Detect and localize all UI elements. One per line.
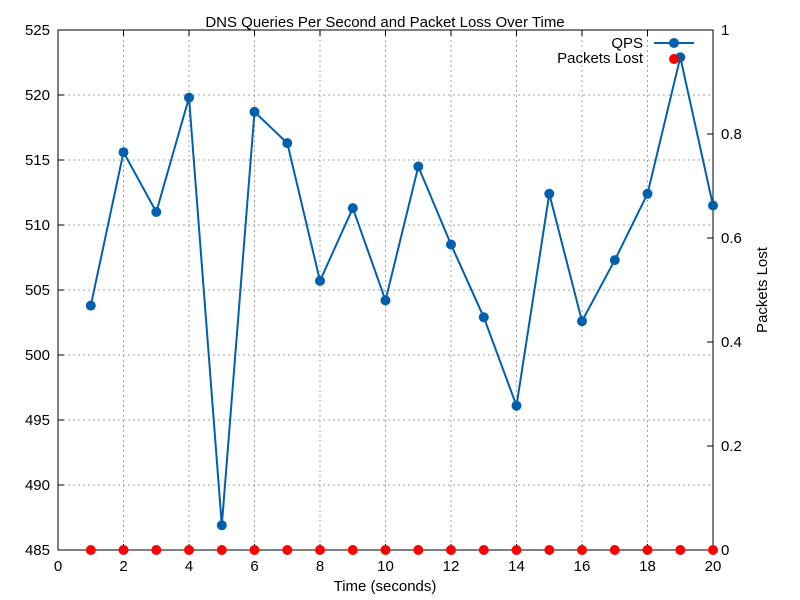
series-layer <box>85 52 718 555</box>
qps-point <box>216 520 227 531</box>
packets-lost-point <box>413 545 424 555</box>
grid-lines <box>58 30 713 550</box>
y-right-axis-label: Packets Lost <box>754 246 771 333</box>
qps-point <box>249 106 260 117</box>
y-right-tick-label: 0.4 <box>721 334 742 351</box>
x-tick-label: 12 <box>443 558 460 575</box>
legend: QPS Packets Lost <box>557 35 694 67</box>
packets-lost-point <box>85 545 96 555</box>
packets-lost-point <box>708 545 718 555</box>
y-left-tick-label: 510 <box>25 217 50 234</box>
y-left-tick-label: 500 <box>25 347 50 364</box>
x-axis-label: Time (seconds) <box>334 578 437 595</box>
packets-lost-point <box>511 545 522 555</box>
qps-point <box>184 92 194 103</box>
qps-series-line <box>89 57 714 526</box>
y-left-tick-label: 505 <box>25 282 50 299</box>
packets-lost-point <box>609 545 620 555</box>
qps-point <box>478 312 489 323</box>
legend-marker-packets-lost <box>669 54 679 64</box>
legend-label-packets-lost: Packets Lost <box>557 50 644 67</box>
y-right-tick-label: 1 <box>721 22 729 39</box>
x-tick-label: 6 <box>250 558 258 575</box>
x-tick-label: 20 <box>705 558 722 575</box>
qps-point <box>642 188 653 199</box>
y-left-tick-label: 525 <box>25 22 50 39</box>
x-tick-label: 0 <box>54 558 62 575</box>
y-right-tick-label: 0.2 <box>721 438 742 455</box>
packets-lost-point <box>478 545 489 555</box>
qps-point <box>380 295 391 306</box>
x-tick-label: 2 <box>119 558 127 575</box>
qps-point <box>315 275 325 286</box>
y-left-tick-labels: 485 490 495 500 505 510 515 520 525 <box>25 22 50 559</box>
y-left-tick-label: 495 <box>25 412 50 429</box>
packets-lost-point <box>577 545 587 555</box>
qps-point <box>118 147 129 158</box>
packets-lost-point <box>118 545 129 555</box>
qps-point <box>708 200 718 211</box>
x-tick-label: 16 <box>574 558 591 575</box>
y-left-tick-label: 520 <box>25 87 50 104</box>
qps-point <box>544 188 555 199</box>
qps-point <box>609 255 620 266</box>
packets-lost-point <box>380 545 391 555</box>
x-tick-label: 10 <box>377 558 394 575</box>
y-right-tick-label: 0.8 <box>721 126 742 143</box>
packets-lost-point <box>642 545 653 555</box>
y-left-tick-label: 490 <box>25 477 50 494</box>
chart-title: DNS Queries Per Second and Packet Loss O… <box>205 14 564 31</box>
qps-point <box>511 400 522 411</box>
y-left-tick-label: 485 <box>25 542 50 559</box>
x-tick-labels: 0 2 4 6 8 10 12 14 16 18 20 <box>54 558 722 575</box>
x-tick-label: 18 <box>639 558 656 575</box>
qps-point <box>446 239 456 250</box>
packets-lost-point <box>347 545 358 555</box>
y-right-tick-labels: 0 0.2 0.4 0.6 0.8 1 <box>721 22 742 559</box>
y-right-tick-label: 0.6 <box>721 230 742 247</box>
qps-point <box>413 161 424 172</box>
packets-lost-point <box>315 545 325 555</box>
legend-marker-qps <box>669 38 679 48</box>
qps-point <box>282 138 293 149</box>
x-tick-label: 4 <box>185 558 193 575</box>
packets-lost-point <box>216 545 227 555</box>
packets-lost-point <box>675 545 686 555</box>
packets-lost-point <box>184 545 194 555</box>
qps-point <box>577 316 587 327</box>
packets-lost-point <box>249 545 260 555</box>
packets-lost-point <box>544 545 555 555</box>
packets-lost-point <box>282 545 293 555</box>
packets-lost-point <box>151 545 162 555</box>
packets-lost-point <box>446 545 456 555</box>
legend-label-qps: QPS <box>611 35 643 52</box>
qps-point <box>151 207 162 217</box>
qps-point <box>85 300 96 311</box>
qps-point <box>347 203 358 214</box>
x-tick-label: 8 <box>316 558 324 575</box>
y-right-tick-label: 0 <box>721 542 729 559</box>
y-left-tick-label: 515 <box>25 152 50 169</box>
x-tick-label: 14 <box>508 558 525 575</box>
